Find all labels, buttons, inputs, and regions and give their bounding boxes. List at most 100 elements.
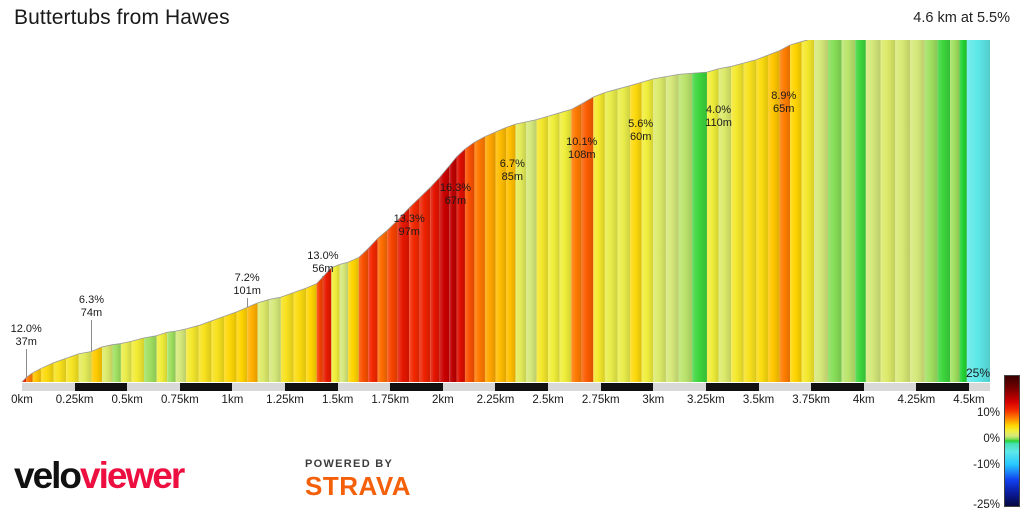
- profile-segment[interactable]: [377, 230, 388, 382]
- profile-segment[interactable]: [525, 119, 537, 382]
- profile-plot-area[interactable]: 12.0% 37m 6.3% 74m 7.2% 101m 13.0% 56m 13.3% 97m 1…: [0, 40, 1024, 390]
- profile-segment[interactable]: [841, 40, 856, 382]
- profile-segment[interactable]: [430, 177, 440, 382]
- profile-segment[interactable]: [439, 165, 450, 382]
- profile-segment[interactable]: [865, 40, 881, 382]
- profile-segment[interactable]: [156, 332, 168, 382]
- profile-segment[interactable]: [559, 109, 572, 383]
- profile-segment[interactable]: [678, 73, 693, 382]
- profile-segment[interactable]: [484, 132, 496, 382]
- profile-segment[interactable]: [464, 142, 475, 382]
- x-axis-tick-label: 1.5km: [321, 394, 354, 406]
- profile-segment[interactable]: [814, 40, 828, 382]
- annotation-length: 85m: [501, 170, 524, 183]
- profile-segment[interactable]: [966, 40, 990, 382]
- annotation-gradient: 7.2%: [234, 272, 260, 284]
- profile-segment[interactable]: [66, 353, 79, 382]
- profile-segment[interactable]: [641, 78, 654, 383]
- profile-segment[interactable]: [247, 302, 258, 382]
- profile-segment[interactable]: [692, 72, 707, 382]
- profile-segment[interactable]: [548, 112, 560, 383]
- x-axis-tick-label: 3km: [642, 394, 665, 406]
- profile-segment[interactable]: [175, 328, 187, 382]
- profile-segment[interactable]: [368, 238, 378, 382]
- annotation-gradient: 10.1%: [566, 136, 598, 148]
- profile-segment[interactable]: [617, 85, 631, 383]
- profile-segment[interactable]: [937, 40, 951, 382]
- profile-segment[interactable]: [26, 372, 33, 382]
- profile-segment[interactable]: [449, 156, 457, 382]
- profile-segment[interactable]: [211, 316, 225, 382]
- profile-segment[interactable]: [959, 40, 967, 382]
- profile-segment[interactable]: [409, 197, 420, 382]
- profile-segment[interactable]: [198, 320, 212, 382]
- profile-segment[interactable]: [456, 149, 465, 382]
- profile-segment[interactable]: [506, 124, 516, 382]
- profile-segment[interactable]: [910, 40, 925, 382]
- profile-segment[interactable]: [144, 335, 157, 382]
- profile-segment[interactable]: [536, 116, 549, 382]
- profile-segment[interactable]: [743, 59, 757, 382]
- veloviewer-logo[interactable]: veloviewer: [14, 454, 185, 498]
- ruler-segment: [337, 383, 391, 391]
- profile-segment[interactable]: [827, 40, 842, 382]
- legend-max-label: 25%: [966, 366, 991, 380]
- profile-segment[interactable]: [131, 337, 145, 382]
- profile-segment[interactable]: [571, 103, 582, 383]
- profile-segment[interactable]: [293, 288, 307, 382]
- profile-segment[interactable]: [120, 341, 132, 382]
- profile-segment[interactable]: [604, 89, 618, 382]
- profile-segment[interactable]: [581, 96, 594, 382]
- profile-segment[interactable]: [358, 248, 369, 382]
- profile-segment[interactable]: [895, 40, 911, 382]
- profile-segment[interactable]: [53, 358, 67, 382]
- profile-segment[interactable]: [112, 343, 121, 382]
- profile-segment[interactable]: [306, 283, 317, 382]
- profile-segment[interactable]: [950, 40, 960, 382]
- x-axis-tick-label: 2.5km: [532, 394, 564, 406]
- profile-segment[interactable]: [339, 262, 349, 382]
- elevation-chart[interactable]: 12.0% 37m 6.3% 74m 7.2% 101m 13.0% 56m 13.3% 97m 1…: [0, 40, 1024, 512]
- profile-segment[interactable]: [101, 344, 113, 382]
- profile-segment[interactable]: [387, 220, 398, 382]
- profile-segment[interactable]: [322, 267, 332, 382]
- profile-segment[interactable]: [167, 331, 176, 382]
- profile-segment[interactable]: [790, 41, 802, 382]
- segment-annotation: 8.9% 65m: [771, 90, 796, 115]
- profile-segment[interactable]: [801, 40, 815, 382]
- profile-segment[interactable]: [924, 40, 938, 382]
- profile-segment[interactable]: [316, 276, 323, 382]
- annotation-leader-line: [25, 349, 27, 378]
- profile-segment[interactable]: [397, 207, 410, 382]
- profile-segment[interactable]: [756, 55, 768, 382]
- profile-segment[interactable]: [630, 82, 642, 382]
- profile-segment[interactable]: [495, 127, 506, 382]
- profile-segment[interactable]: [78, 351, 92, 382]
- profile-segment[interactable]: [515, 121, 526, 383]
- profile-segment[interactable]: [280, 292, 294, 382]
- profile-segment[interactable]: [186, 325, 199, 382]
- profile-segment[interactable]: [706, 68, 719, 383]
- profile-segment[interactable]: [767, 50, 780, 382]
- profile-segment[interactable]: [665, 74, 679, 383]
- profile-segment[interactable]: [855, 40, 866, 382]
- profile-segment[interactable]: [779, 44, 791, 383]
- profile-segment[interactable]: [32, 368, 41, 382]
- legend-tick-label: 0%: [983, 433, 1000, 445]
- profile-segment[interactable]: [731, 63, 744, 382]
- profile-segment[interactable]: [236, 307, 248, 382]
- profile-segment[interactable]: [348, 257, 359, 382]
- profile-segment[interactable]: [593, 92, 605, 382]
- profile-segment[interactable]: [880, 40, 896, 382]
- profile-segment[interactable]: [40, 362, 54, 382]
- profile-segment[interactable]: [269, 297, 281, 382]
- profile-segment[interactable]: [224, 311, 237, 382]
- profile-segment[interactable]: [653, 76, 666, 382]
- profile-segment[interactable]: [331, 264, 340, 382]
- legend-tick-label: 10%: [976, 406, 1000, 419]
- profile-segment[interactable]: [474, 136, 485, 382]
- profile-segment[interactable]: [257, 299, 270, 382]
- profile-segment[interactable]: [91, 346, 102, 382]
- profile-segment[interactable]: [718, 66, 732, 382]
- profile-segment[interactable]: [419, 187, 431, 382]
